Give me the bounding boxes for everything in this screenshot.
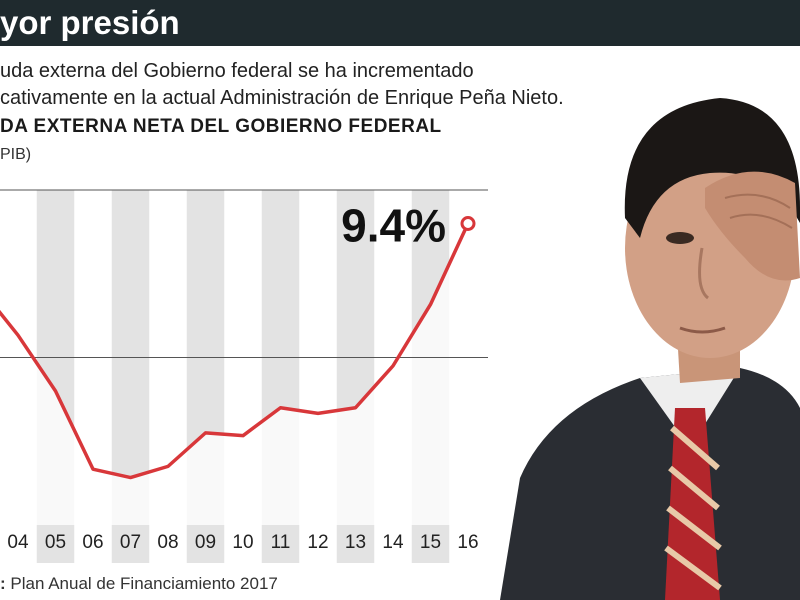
portrait-photo	[500, 98, 800, 600]
x-tick-label: 05	[45, 532, 66, 553]
title-bar: yor presión	[0, 0, 800, 46]
x-tick-label: 10	[232, 532, 253, 553]
page-title: yor presión	[0, 4, 180, 41]
x-tick-label: 15	[420, 532, 441, 553]
series-line	[0, 222, 470, 480]
x-tick-label: 08	[157, 532, 178, 553]
value-annotation: 9.4%	[341, 200, 446, 252]
source-note: : Plan Anual de Financiamiento 2017	[0, 574, 278, 594]
source-label: :	[0, 574, 6, 593]
x-tick-label: 14	[382, 532, 404, 553]
area-fill	[0, 223, 468, 525]
end-point-marker	[460, 216, 476, 231]
x-tick-label: 16	[457, 532, 478, 553]
x-tick-label: 04	[7, 532, 29, 553]
subtitle-line-2: cativamente en la actual Administración …	[0, 87, 564, 109]
x-tick-label: 07	[120, 532, 141, 553]
chart-title: DA EXTERNA NETA DEL GOBIERNO FEDERAL	[0, 116, 442, 137]
source-text: Plan Anual de Financiamiento 2017	[10, 574, 278, 593]
x-tick-label: 11	[271, 532, 291, 553]
subtitle-line-1: uda externa del Gobierno federal se ha i…	[0, 60, 474, 82]
x-tick-label: 09	[195, 532, 216, 553]
x-tick-label: 13	[345, 532, 366, 553]
x-tick-label: 06	[82, 532, 103, 553]
unit-label: PIB)	[0, 146, 32, 163]
x-tick-label: 12	[307, 532, 328, 553]
subtitle: uda externa del Gobierno federal se ha i…	[0, 58, 640, 112]
